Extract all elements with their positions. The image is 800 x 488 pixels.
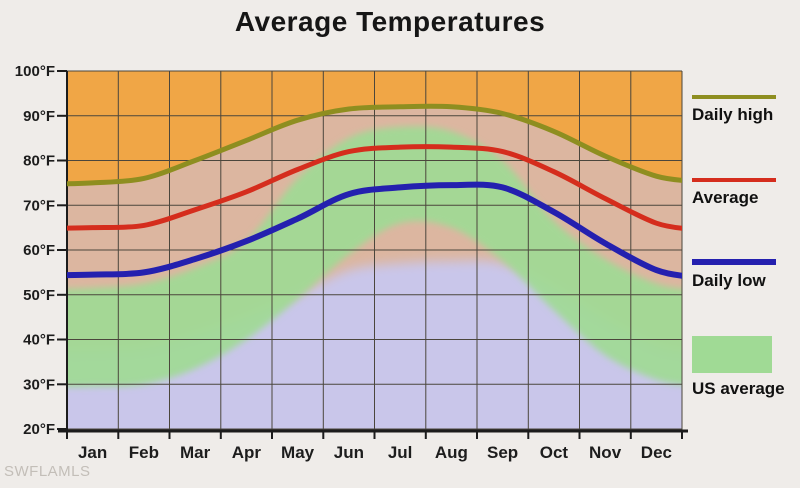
x-axis-month-label: Apr (232, 443, 262, 462)
y-axis-tick-label: 20°F (23, 421, 55, 438)
temperature-curves (67, 103, 682, 279)
axis-labels: 100°F 90°F 80°F 70°F 60°F 50°F 40°F 30°F 20°F Jan… (15, 63, 672, 462)
chart-legend: Daily high Average Daily low US average (690, 0, 800, 488)
x-axis-month-label: Oct (540, 443, 569, 462)
x-axis-month-label: Jun (334, 443, 364, 462)
curve-daily-low (67, 181, 682, 279)
y-axis-tick-label: 70°F (23, 197, 55, 214)
legend-label-us-average: US average (692, 379, 785, 398)
average-line-swatch (692, 178, 776, 182)
x-axis-month-label: Jul (388, 443, 413, 462)
legend-item-average: Average (692, 178, 776, 208)
legend-item-daily-low: Daily low (692, 259, 776, 291)
curve-average (67, 144, 682, 231)
curve-daily-high (67, 103, 682, 187)
y-axis-tick-label: 60°F (23, 242, 55, 259)
daily-low-line-swatch (692, 259, 776, 265)
x-axis-month-label: Jan (78, 443, 107, 462)
y-axis-tick-label: 30°F (23, 376, 55, 393)
daily-high-line-swatch (692, 95, 776, 99)
legend-label-average: Average (692, 188, 759, 207)
legend-item-daily-high: Daily high (692, 95, 776, 125)
x-axis-month-label: Feb (129, 443, 159, 462)
x-axis-month-label: Nov (589, 443, 622, 462)
legend-item-us-average: US average (692, 336, 785, 399)
x-axis-month-label: May (281, 443, 315, 462)
x-axis-month-label: Mar (180, 443, 211, 462)
x-axis-month-label: Sep (487, 443, 518, 462)
y-axis-tick-label: 50°F (23, 287, 55, 304)
y-axis-tick-label: 90°F (23, 108, 55, 125)
chart-title: Average Temperatures (234, 6, 546, 37)
x-axis-month-label: Dec (641, 443, 672, 462)
y-axis-tick-label: 40°F (23, 332, 55, 349)
axes (57, 70, 688, 439)
watermark: SWFLAMLS (4, 463, 91, 480)
legend-label-daily-high: Daily high (692, 105, 774, 124)
legend-label-daily-low: Daily low (692, 271, 766, 290)
y-axis-tick-label: 80°F (23, 153, 55, 170)
us-average-box-swatch (692, 336, 772, 373)
x-axis-month-label: Aug (435, 443, 468, 462)
y-axis-tick-label: 100°F (15, 63, 55, 80)
